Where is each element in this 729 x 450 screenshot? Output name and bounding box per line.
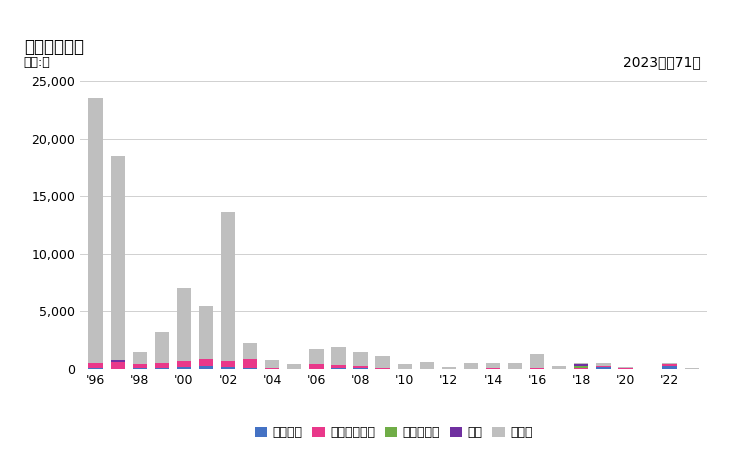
Bar <box>88 98 103 363</box>
Bar <box>155 368 169 369</box>
Bar <box>88 368 103 369</box>
Bar <box>309 364 324 369</box>
Bar <box>309 349 324 364</box>
Bar <box>155 332 169 363</box>
Bar <box>486 363 500 368</box>
Text: 輸出量の推移: 輸出量の推移 <box>24 38 84 56</box>
Bar <box>618 368 633 369</box>
Bar <box>552 365 566 369</box>
Bar <box>199 306 213 359</box>
Bar <box>663 364 677 365</box>
Bar <box>574 365 588 368</box>
Bar <box>133 368 147 369</box>
Bar <box>221 361 235 367</box>
Bar <box>574 368 588 369</box>
Bar <box>287 364 302 369</box>
Bar <box>331 365 346 369</box>
Bar <box>133 364 147 368</box>
Bar <box>530 354 545 368</box>
Bar <box>354 366 367 369</box>
Bar <box>375 368 390 369</box>
Bar <box>574 364 588 365</box>
Bar <box>486 368 500 369</box>
Bar <box>663 365 677 369</box>
Bar <box>221 212 235 361</box>
Bar <box>111 362 125 369</box>
Text: 2023年：71着: 2023年：71着 <box>623 55 701 69</box>
Bar <box>618 367 633 368</box>
Bar <box>375 356 390 368</box>
Bar <box>176 288 191 361</box>
Text: 単位:着: 単位:着 <box>24 57 50 69</box>
Bar <box>530 368 545 369</box>
Bar <box>88 363 103 368</box>
Bar <box>243 359 257 369</box>
Bar <box>420 362 434 369</box>
Bar <box>596 363 611 365</box>
Bar <box>596 367 611 369</box>
Legend: スペイン, オーストリア, デンマーク, 香港, その他: スペイン, オーストリア, デンマーク, 香港, その他 <box>250 421 537 444</box>
Bar <box>574 363 588 365</box>
Bar <box>199 359 213 365</box>
Bar <box>243 343 257 359</box>
Bar <box>442 367 456 369</box>
Bar <box>397 364 412 369</box>
Bar <box>221 367 235 369</box>
Bar <box>354 352 367 366</box>
Bar <box>176 361 191 367</box>
Bar <box>133 352 147 365</box>
Bar <box>265 360 279 368</box>
Bar <box>199 365 213 369</box>
Bar <box>464 363 478 369</box>
Bar <box>111 156 125 360</box>
Bar <box>265 368 279 369</box>
Bar <box>155 363 169 368</box>
Bar <box>111 360 125 362</box>
Bar <box>331 346 346 365</box>
Bar <box>685 368 699 369</box>
Bar <box>596 365 611 367</box>
Bar <box>176 367 191 369</box>
Bar <box>508 363 522 369</box>
Bar <box>663 363 677 365</box>
